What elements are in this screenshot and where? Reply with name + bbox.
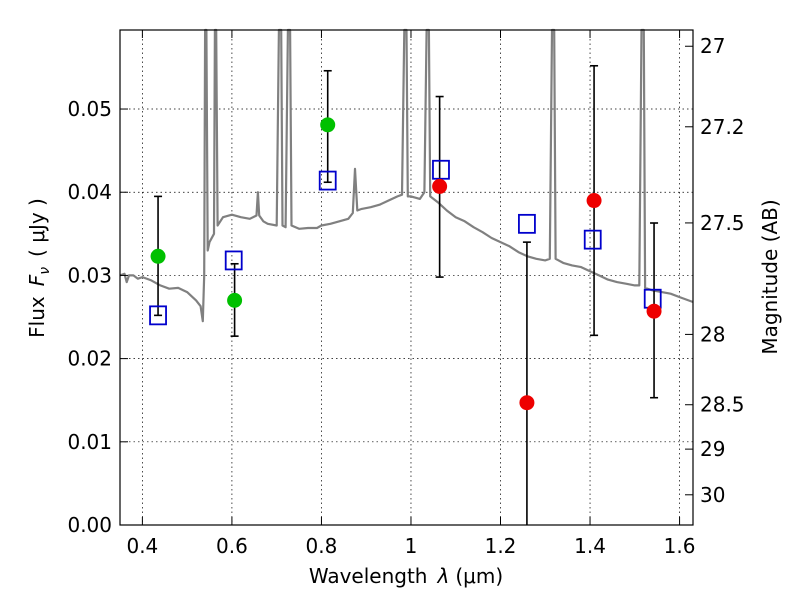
y-tick-label: 0.05	[67, 97, 112, 121]
red-data-point	[432, 178, 448, 194]
red-data-point	[646, 303, 662, 319]
red-data-point	[519, 395, 535, 411]
magnitude-tick-label: 28	[700, 322, 725, 346]
magnitude-tick-label: 29	[700, 437, 725, 461]
magnitude-tick-label: 30	[700, 483, 725, 507]
tick-marks	[120, 30, 693, 526]
right-axis-label: Magnitude (AB)	[758, 199, 782, 354]
y-axis-label: FluxFν( μJy )	[25, 198, 53, 338]
y-tick-label: 0.00	[67, 513, 112, 537]
red-data-point	[586, 193, 602, 209]
model-photometry-square	[518, 213, 536, 234]
x-tick-label: 0.4	[126, 534, 158, 558]
model-photometry-square	[149, 305, 167, 326]
x-tick-label: 1	[405, 534, 418, 558]
x-tick-label: 1.2	[485, 534, 517, 558]
x-tick-label: 1.6	[664, 534, 696, 558]
model-spectrum-layer	[119, 28, 694, 323]
x-tick-label: 0.6	[216, 534, 248, 558]
x-tick-label: 0.8	[306, 534, 338, 558]
model-photometry-square	[224, 250, 243, 271]
model-spectrum-line	[119, 28, 694, 323]
y-tick-label: 0.01	[67, 430, 112, 454]
magnitude-tick-label: 28.5	[700, 393, 745, 417]
green-data-point	[227, 292, 243, 308]
tick-labels: 0.4 0.6 0.8 1 1.2 1.4 1.6 0.00 0.01 0.02 0.03 0.04 0…	[67, 34, 744, 558]
green-data-point	[320, 117, 336, 133]
y-tick-label: 0.03	[67, 263, 112, 287]
magnitude-tick-label: 27.5	[700, 211, 745, 235]
green-data-point	[150, 248, 166, 264]
magnitude-tick-label: 27	[700, 34, 725, 58]
model-photometry-square	[318, 170, 337, 191]
plot-frame	[119, 29, 694, 526]
x-tick-label: 1.4	[574, 534, 606, 558]
data-points-layer	[149, 117, 662, 411]
model-photometry-square	[432, 159, 450, 180]
magnitude-tick-label: 27.2	[700, 115, 745, 139]
y-tick-label: 0.02	[67, 347, 112, 371]
model-photometry-square	[583, 229, 602, 250]
x-axis-label: Wavelength λ (μm)	[309, 564, 503, 588]
y-tick-label: 0.04	[67, 180, 112, 204]
